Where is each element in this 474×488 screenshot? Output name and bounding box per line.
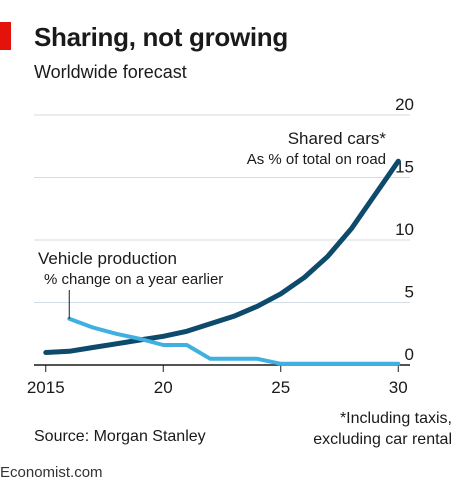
- vehicle-production-label: Vehicle production: [38, 249, 177, 268]
- series-lines: [43, 158, 401, 366]
- x-tick-label: 30: [389, 378, 408, 397]
- y-tick-label: 20: [395, 95, 414, 114]
- x-axis-ticks: 2015 20 25 30: [27, 365, 408, 397]
- brand-logo-text: Economist.com: [0, 464, 103, 481]
- shared-cars-sublabel: As % of total on road: [247, 151, 386, 168]
- y-tick-label: 5: [405, 283, 414, 302]
- vehicle-production-sublabel: % change on a year earlier: [44, 271, 223, 288]
- footnote-line-2: excluding car rental: [313, 431, 452, 448]
- vehicle-production-line: [67, 316, 401, 366]
- chart-subtitle: Worldwide forecast: [34, 62, 187, 82]
- series-annotations: Shared cars* As % of total on road Vehic…: [38, 129, 386, 319]
- x-tick-label: 25: [271, 378, 290, 397]
- footnote-line-1: *Including taxis,: [339, 410, 452, 427]
- footnote: *Including taxis, excluding car rental: [313, 408, 452, 450]
- y-tick-label: 0: [405, 345, 414, 364]
- y-tick-label: 10: [395, 220, 414, 239]
- brand-red-tag: [0, 22, 11, 50]
- shared-cars-label: Shared cars*: [288, 129, 387, 148]
- shared-cars-line: [43, 158, 401, 355]
- chart-title: Sharing, not growing: [34, 22, 288, 52]
- x-tick-label: 20: [154, 378, 173, 397]
- source-note: Source: Morgan Stanley: [34, 428, 206, 445]
- x-tick-label: 2015: [27, 378, 65, 397]
